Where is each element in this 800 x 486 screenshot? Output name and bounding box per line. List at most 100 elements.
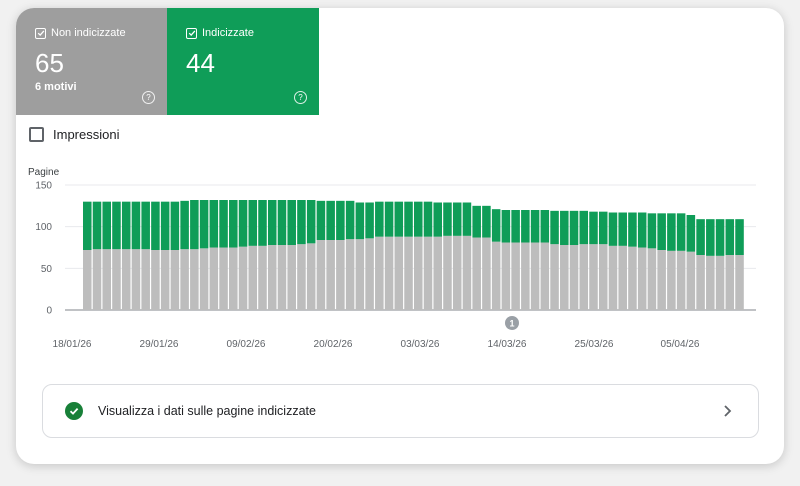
bar-indexed (414, 201, 423, 237)
bar-not-indexed (472, 237, 481, 310)
bar-not-indexed (706, 255, 715, 310)
bar-not-indexed (306, 243, 316, 310)
bar-not-indexed (676, 250, 686, 310)
bar-indexed (686, 215, 696, 252)
bar-not-indexed (443, 235, 452, 310)
y-tick-label: 150 (35, 181, 52, 192)
impressions-toggle[interactable]: Impressioni (29, 127, 119, 142)
y-tick-label: 100 (35, 222, 52, 233)
tile-indexed[interactable]: Indicizzate 44 ? (167, 8, 319, 115)
bar-not-indexed (550, 244, 559, 310)
bar-not-indexed (345, 239, 355, 310)
bar-not-indexed (297, 244, 306, 310)
bar-not-indexed (414, 236, 423, 310)
bar-not-indexed (219, 247, 228, 310)
bar-not-indexed (404, 236, 413, 310)
bar-indexed (277, 200, 287, 245)
bar-indexed (297, 200, 306, 245)
bar-not-indexed (248, 245, 258, 310)
bar-not-indexed (267, 245, 277, 310)
bar-indexed (725, 219, 735, 255)
bar-indexed (579, 210, 589, 245)
bar-not-indexed (725, 255, 735, 310)
bar-indexed (501, 210, 511, 243)
bar-not-indexed (258, 245, 267, 310)
bar-indexed (618, 212, 627, 246)
bar-indexed (83, 201, 92, 250)
bar-indexed (238, 200, 248, 247)
bar-indexed (472, 205, 481, 238)
bar-indexed (160, 201, 170, 250)
bar-indexed (199, 200, 209, 249)
bar-not-indexed (482, 237, 491, 310)
bar-not-indexed (608, 245, 618, 310)
tile-not-indexed[interactable]: Non indicizzate 65 6 motivi ? (16, 8, 167, 115)
bar-indexed (326, 200, 335, 240)
bar-indexed (550, 210, 559, 245)
bar-not-indexed (277, 245, 287, 310)
view-indexed-pages-label: Visualizza i dati sulle pagine indicizza… (98, 404, 316, 418)
checkbox-icon[interactable] (35, 27, 46, 39)
bar-indexed (355, 202, 365, 240)
bar-indexed (511, 210, 520, 243)
bar-not-indexed (423, 236, 433, 310)
checkbox-icon[interactable] (186, 27, 197, 39)
bar-not-indexed (618, 245, 627, 310)
bar-indexed (267, 200, 277, 245)
bar-indexed (452, 202, 462, 236)
bar-not-indexed (560, 245, 569, 310)
bar-indexed (131, 201, 141, 250)
bar-not-indexed (365, 238, 374, 310)
bar-indexed (180, 200, 189, 250)
bar-indexed (589, 211, 598, 245)
bar-indexed (676, 213, 686, 251)
bar-not-indexed (491, 241, 501, 310)
bar-indexed (316, 200, 326, 240)
bar-not-indexed (452, 235, 462, 310)
view-indexed-pages-button[interactable]: Visualizza i dati sulle pagine indicizza… (42, 384, 759, 438)
tile-not-indexed-count: 65 (35, 48, 64, 78)
bar-not-indexed (131, 249, 141, 310)
bar-not-indexed (121, 249, 131, 310)
bar-not-indexed (180, 249, 189, 310)
bar-not-indexed (501, 242, 511, 310)
bar-indexed (433, 202, 443, 237)
bar-indexed (190, 200, 199, 250)
impressions-label: Impressioni (53, 127, 120, 142)
bar-not-indexed (209, 247, 219, 310)
bar-not-indexed (141, 249, 150, 310)
impressions-checkbox[interactable] (29, 127, 44, 142)
help-icon[interactable]: ? (142, 91, 155, 104)
y-tick-label: 50 (41, 264, 53, 275)
bar-not-indexed (151, 250, 160, 310)
page-indexing-card: Non indicizzate 65 6 motivi ? Indicizzat… (16, 8, 784, 464)
bar-indexed (530, 210, 540, 243)
bar-not-indexed (628, 246, 637, 310)
bar-not-indexed (715, 255, 725, 310)
x-tick-label: 09/02/26 (227, 339, 266, 350)
help-icon[interactable]: ? (294, 91, 307, 104)
bar-not-indexed (462, 235, 472, 310)
bar-not-indexed (696, 255, 705, 310)
x-tick-label: 03/03/26 (401, 339, 440, 350)
bar-indexed (715, 219, 725, 256)
bar-not-indexed (229, 247, 238, 310)
bar-not-indexed (238, 246, 248, 310)
y-axis-label: Pagine (28, 167, 60, 178)
bar-not-indexed (190, 249, 199, 310)
x-tick-label: 05/04/26 (661, 339, 700, 350)
bar-not-indexed (598, 244, 608, 310)
annotation-label: 1 (509, 319, 514, 329)
bar-not-indexed (355, 239, 365, 310)
pages-chart: Pagine 150 100 50 0 18/01/26 29/01/26 09/02/26 2… (28, 167, 756, 350)
bar-not-indexed (657, 250, 666, 310)
bar-indexed (121, 201, 131, 250)
bar-not-indexed (637, 247, 647, 310)
x-tick-label: 25/03/26 (575, 339, 614, 350)
bar-indexed (628, 212, 637, 247)
bar-indexed (598, 211, 608, 245)
bar-indexed (287, 200, 296, 245)
check-circle-icon (65, 402, 83, 420)
bar-not-indexed (521, 242, 530, 310)
bar-indexed (384, 201, 394, 237)
